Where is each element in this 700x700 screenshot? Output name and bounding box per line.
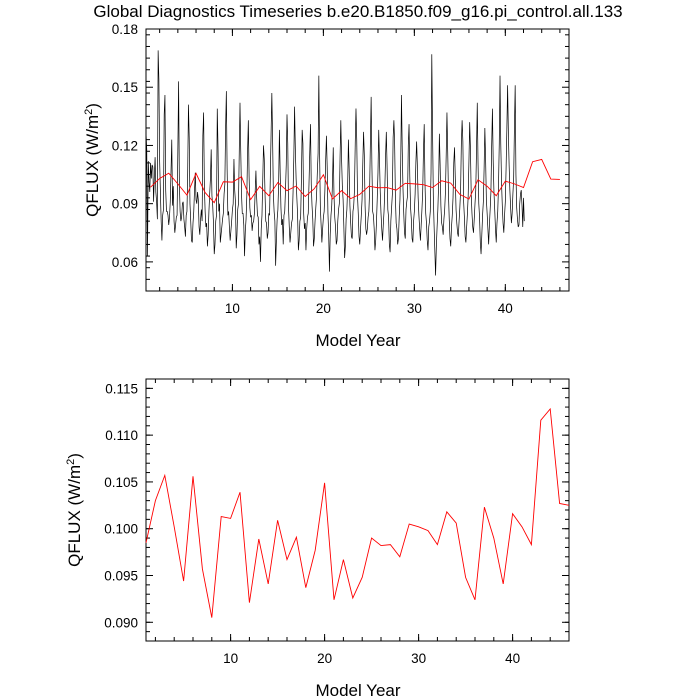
y-tick-label: 0.105 <box>104 475 138 490</box>
top-y-axis-label: QFLUX (W/m2) <box>83 103 102 217</box>
y-tick-label: 0.06 <box>112 255 138 270</box>
y-tick-label: 0.090 <box>104 615 138 630</box>
series-line-annual-mean <box>150 158 560 204</box>
top-x-axis-label: Model Year <box>315 331 400 350</box>
y-tick-label: 0.15 <box>112 80 138 95</box>
bottom-y-axis-label: QFLUX (W/m2) <box>65 453 84 567</box>
bottom-x-axis-label: Model Year <box>315 681 400 700</box>
bottom-series <box>145 407 570 618</box>
series-line-monthly <box>145 50 525 276</box>
y-tick-label: 0.18 <box>112 22 138 37</box>
top-plot-frame <box>145 28 570 292</box>
top-series <box>145 50 560 276</box>
x-tick-label: 20 <box>317 651 332 666</box>
x-tick-label: 40 <box>505 651 520 666</box>
x-tick-label: 10 <box>225 301 240 316</box>
x-tick-label: 20 <box>316 301 331 316</box>
chart-title: Global Diagnostics Timeseries b.e20.B185… <box>93 2 622 21</box>
y-tick-label: 0.09 <box>112 197 138 212</box>
bottom-plot-frame <box>145 378 570 642</box>
bottom-x-ticks: 10 20 30 40 <box>154 379 570 666</box>
y-tick-label: 0.110 <box>105 428 138 443</box>
top-panel: 0.06 0.09 0.12 0.15 0.18 10 20 30 40 Model Year… <box>83 22 570 350</box>
x-tick-label: 30 <box>407 301 422 316</box>
top-x-ticks: 10 20 30 40 <box>159 29 561 316</box>
y-tick-label: 0.115 <box>105 381 138 396</box>
x-tick-label: 10 <box>223 651 238 666</box>
series-line-annual-mean <box>145 407 570 618</box>
bottom-y-ticks: 0.090 0.095 0.100 0.105 0.110 0.115 <box>104 378 569 642</box>
x-tick-label: 40 <box>498 301 513 316</box>
y-tick-label: 0.100 <box>104 522 138 537</box>
y-tick-label: 0.12 <box>112 138 138 153</box>
y-tick-label: 0.095 <box>104 569 138 584</box>
x-tick-label: 30 <box>411 651 426 666</box>
top-y-ticks: 0.06 0.09 0.12 0.15 0.18 <box>112 22 569 292</box>
